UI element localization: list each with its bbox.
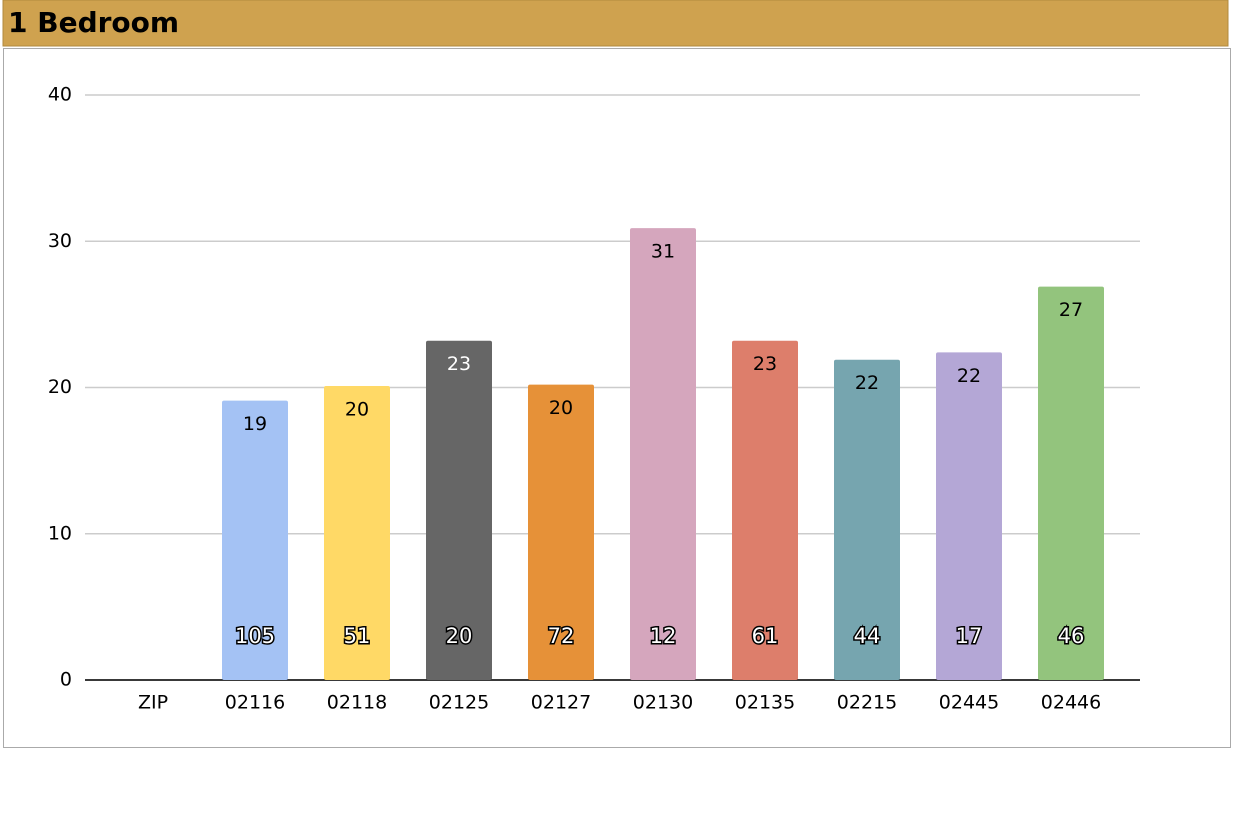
y-tick-label: 40 <box>48 84 72 106</box>
value-label: 23 <box>753 353 777 375</box>
count-label: 51 <box>344 624 371 648</box>
value-label: 23 <box>447 353 471 375</box>
x-tick-label: 02118 <box>327 692 387 714</box>
value-label: 22 <box>855 372 879 394</box>
count-label: 105 <box>235 624 275 648</box>
x-tick-label: 02116 <box>225 692 285 714</box>
count-label: 20 <box>446 624 473 648</box>
bar <box>936 352 1002 680</box>
x-tick-label: 02125 <box>429 692 489 714</box>
x-tick-label: 02130 <box>633 692 693 714</box>
x-tick-label: 02135 <box>735 692 795 714</box>
bar <box>222 400 288 680</box>
bar <box>732 340 798 680</box>
chart-frame <box>3 48 1231 748</box>
count-label: 61 <box>752 624 779 648</box>
x-tick-label: 02127 <box>531 692 591 714</box>
x-tick-label: ZIP <box>138 692 168 714</box>
value-label: 19 <box>243 413 267 435</box>
count-label: 17 <box>956 624 983 648</box>
count-label: 72 <box>548 624 575 648</box>
x-tick-label: 02446 <box>1041 692 1101 714</box>
bar <box>1038 286 1104 680</box>
y-tick-label: 0 <box>60 669 72 691</box>
bar <box>426 340 492 680</box>
bar <box>528 384 594 680</box>
x-tick-label: 02215 <box>837 692 897 714</box>
bar <box>834 359 900 680</box>
bar <box>324 386 390 680</box>
value-label: 31 <box>651 241 675 263</box>
header-bar <box>2 0 1229 47</box>
bar <box>630 228 696 680</box>
x-tick-label: 02445 <box>939 692 999 714</box>
value-label: 20 <box>549 397 573 419</box>
value-label: 22 <box>957 365 981 387</box>
count-label: 12 <box>650 624 677 648</box>
chart-title: 1 Bedroom <box>8 6 179 39</box>
value-label: 27 <box>1059 299 1083 321</box>
y-tick-label: 30 <box>48 230 72 252</box>
y-tick-label: 20 <box>48 376 72 398</box>
count-label: 46 <box>1058 624 1085 648</box>
y-tick-label: 10 <box>48 522 72 544</box>
value-label: 20 <box>345 399 369 421</box>
count-label: 44 <box>854 624 881 648</box>
